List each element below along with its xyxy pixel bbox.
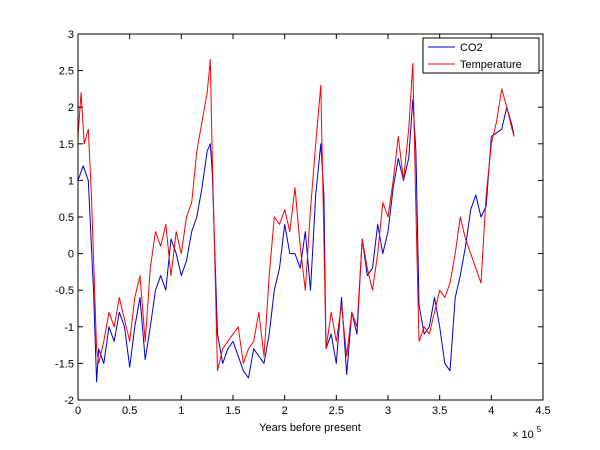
y-tick-label: -1 <box>64 322 74 334</box>
y-tick-label: -2 <box>64 395 74 407</box>
x-tick-label: 4 <box>488 405 494 417</box>
x-tick-label: 1.5 <box>225 405 240 417</box>
legend: CO2 Temperature <box>422 37 540 74</box>
x-axis-label: Years before present <box>259 422 361 434</box>
series-line-temperature <box>77 59 515 372</box>
x-tick-label: 1 <box>178 405 184 417</box>
axes-layer: 0 0.5 1 1.5 2 2.5 3 3.5 4 4.5 -2 -1.5 -1 -0.5 0 0.5 1 1.5… <box>55 29 551 417</box>
y-tick-label: 2 <box>68 102 74 114</box>
series-line-co2 <box>77 99 515 383</box>
x-tick-label: 2.5 <box>329 405 344 417</box>
x-multiplier: × 10 5 <box>512 425 542 441</box>
y-tick-label: 1.5 <box>59 139 74 151</box>
x-multiplier-exponent: 5 <box>537 425 542 434</box>
x-tick-label: 0 <box>75 405 81 417</box>
y-tick-label: 2.5 <box>59 66 74 78</box>
x-tick-label: 3 <box>385 405 391 417</box>
y-tick-label: 3 <box>68 29 74 41</box>
legend-box <box>422 37 540 74</box>
plot-frame <box>77 33 544 401</box>
x-tick-label: 4.5 <box>535 405 550 417</box>
x-tick-label: 0.5 <box>122 405 137 417</box>
x-tick-label: 3.5 <box>432 405 447 417</box>
y-tick-label: -1.5 <box>55 358 74 370</box>
y-tick-label: -0.5 <box>55 285 74 297</box>
y-tick-label: 0 <box>68 249 74 261</box>
y-tick-label: 1 <box>68 175 74 187</box>
legend-co2-label: CO2 <box>460 42 483 54</box>
series-layer <box>77 59 515 383</box>
legend-temperature-label: Temperature <box>460 59 522 71</box>
x-multiplier-base: × 10 <box>512 429 534 441</box>
y-tick-label: 0.5 <box>59 212 74 224</box>
x-tick-label: 2 <box>282 405 288 417</box>
